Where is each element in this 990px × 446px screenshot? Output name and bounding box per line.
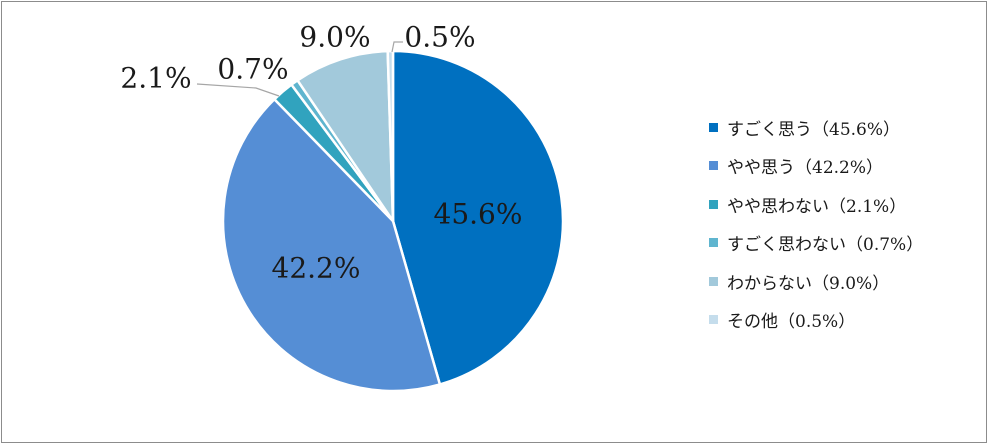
data-label-yaya-omowanai: 2.1%	[120, 62, 191, 95]
legend-swatch	[709, 161, 718, 171]
legend-label: やや思わない（2.1%）	[727, 196, 907, 217]
legend-swatch	[709, 238, 718, 248]
legend-label: すごく思わない（0.7%）	[727, 235, 924, 256]
legend-label: やや思う（42.2%）	[727, 158, 884, 179]
legend: すごく思う（45.6%） やや思う（42.2%） やや思わない（2.1%） すご…	[709, 108, 923, 339]
pie-slice-wakaranai	[296, 49, 395, 223]
legend-swatch	[709, 315, 718, 325]
data-label-sugoku-omowanai: 0.7%	[217, 53, 288, 86]
legend-swatch	[709, 276, 718, 286]
leader-line-yaya-omowanai	[196, 83, 280, 97]
legend-item-sugoku-omowanai: すごく思わない（0.7%）	[709, 224, 923, 263]
legend-item-sugoku-omou: すごく思う（45.6%）	[709, 108, 923, 147]
legend-item-yaya-omou: やや思う（42.2%）	[709, 147, 923, 186]
legend-item-wakaranai: わからない（9.0%）	[709, 262, 923, 301]
legend-label: すごく思う（45.6%）	[727, 119, 901, 140]
pie-slice-sonota	[386, 49, 395, 223]
legend-item-yaya-omowanai: やや思わない（2.1%）	[709, 185, 923, 224]
legend-label: その他（0.5%）	[727, 312, 856, 333]
pie-slice-yaya-omou	[221, 97, 442, 393]
data-label-sonota: 0.5%	[404, 21, 475, 54]
legend-item-sonota: その他（0.5%）	[709, 301, 923, 340]
leader-line-sonota	[391, 41, 403, 53]
data-label-wakaranai: 9.0%	[299, 21, 370, 54]
data-label-yaya-omou: 42.2%	[272, 252, 361, 285]
pie-slice-sugoku-omou	[391, 49, 565, 386]
legend-label: わからない（9.0%）	[727, 273, 890, 294]
legend-swatch	[709, 199, 718, 209]
data-label-sugoku-omou: 45.6%	[434, 198, 523, 231]
legend-swatch	[709, 122, 718, 132]
